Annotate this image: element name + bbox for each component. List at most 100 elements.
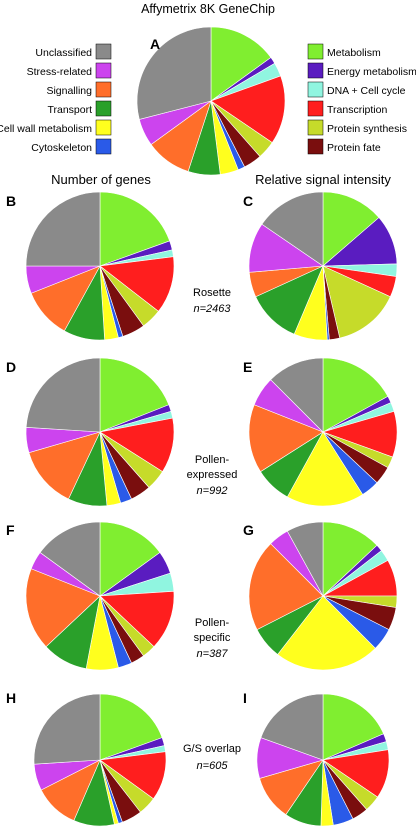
legend-label: Transport: [47, 104, 92, 116]
row-label-name: G/S overlap: [183, 743, 241, 755]
pie-slice-unclassified: [33, 693, 101, 765]
legend-item: Protein synthesis: [307, 119, 407, 136]
row-label-n: n=2463: [193, 303, 231, 315]
pie-slice-unclassified: [25, 191, 101, 267]
legend-item: DNA + Cell cycle: [307, 81, 406, 98]
pie-panel-e: E: [243, 357, 398, 507]
pie-slice-metabolism: [322, 521, 378, 597]
legend-swatch: [307, 100, 324, 117]
panel-label: A: [150, 36, 160, 52]
row-label-n: n=387: [197, 648, 229, 660]
pie-slice-signalling: [248, 404, 324, 473]
legend-item: Signalling: [46, 81, 112, 98]
legend-item: Energy metabolism: [307, 62, 416, 79]
pie-slice-metabolism: [322, 357, 389, 433]
column-header-right: Relative signal intensity: [255, 172, 391, 187]
pie-slice-unclassified: [286, 521, 324, 597]
legend-label: Cell wall metabolism: [0, 123, 92, 135]
row-label-n: n=992: [197, 485, 228, 497]
legend-item: Protein fate: [307, 138, 381, 155]
pie-slice-metabolism: [322, 693, 384, 761]
row-label-n: n=605: [197, 760, 229, 772]
pie-panels: A B C D E F G H I: [6, 26, 398, 827]
panel-label: E: [243, 359, 252, 375]
pie-slice-unclassified: [260, 693, 324, 761]
legend-label: Protein fate: [327, 142, 381, 154]
panel-label: F: [6, 522, 15, 538]
pie-panel-a: A: [136, 26, 286, 176]
pie-slice-protein-synthesis: [322, 265, 391, 339]
panel-label: C: [243, 193, 253, 209]
row-label-name: Rosette: [193, 287, 231, 299]
panel-label: B: [6, 193, 16, 209]
legend-label: Unclassified: [35, 47, 92, 59]
panel-label: D: [6, 359, 16, 375]
pie-panel-d: D: [6, 357, 175, 507]
row-label-pollen-expressed: Pollen- expressed n=992: [187, 454, 238, 497]
row-label-name-line2: expressed: [187, 469, 238, 481]
pie-slice-metabolism: [210, 26, 272, 102]
legend-item: Unclassified: [35, 43, 112, 60]
row-label-name-line2: specific: [194, 632, 231, 644]
legend-swatch: [95, 138, 112, 155]
pie-slice-metabolism: [322, 191, 380, 267]
legend-swatch: [307, 62, 324, 79]
pie-slice-metabolism: [99, 693, 163, 761]
pie-slice-metabolism: [99, 191, 171, 267]
legend-item: Cytoskeleton: [31, 138, 112, 155]
row-label-rosette: Rosette n=2463: [193, 287, 231, 315]
panel-label: H: [6, 690, 16, 706]
legend-label: Transcription: [327, 104, 387, 116]
legend-swatch: [95, 43, 112, 60]
legend-label: DNA + Cell cycle: [327, 85, 406, 97]
pie-slice-signalling: [248, 543, 324, 631]
row-label-name-line1: Pollen-: [195, 454, 230, 466]
row-label-pollen-specific: Pollen- specific n=387: [194, 617, 231, 660]
pie-slice-cell-wall-metabolism: [286, 431, 364, 507]
pie-slice-unclassified: [136, 26, 212, 120]
pie-slice-unclassified: [270, 357, 324, 433]
pie-slice-cell-wall-metabolism: [277, 595, 376, 671]
column-header-left: Number of genes: [51, 172, 151, 187]
pie-panel-b: B: [6, 191, 175, 341]
pie-panel-h: H: [6, 690, 167, 827]
legend-swatch: [95, 81, 112, 98]
legend-swatch: [307, 43, 324, 60]
pie-slice-metabolism: [99, 521, 161, 597]
row-label-name-line1: Pollen-: [195, 617, 230, 629]
legend-label: Energy metabolism: [327, 66, 416, 78]
legend-swatch: [95, 100, 112, 117]
legend-item: Transcription: [307, 100, 387, 117]
pie-slice-signalling: [25, 568, 101, 648]
pie-panel-c: C: [243, 191, 398, 341]
panel-label: G: [243, 522, 254, 538]
legend-label: Stress-related: [27, 66, 93, 78]
panel-label: I: [243, 690, 247, 706]
legend-item: Transport: [47, 100, 112, 117]
legend-label: Cytoskeleton: [31, 142, 92, 154]
legend-swatch: [307, 119, 324, 136]
legend-item: Metabolism: [307, 43, 381, 60]
legend-swatch: [307, 138, 324, 155]
pie-panel-g: G: [243, 521, 398, 671]
legend-item: Cell wall metabolism: [0, 119, 112, 136]
pie-panel-f: F: [6, 521, 175, 671]
pie-slice-signalling: [28, 431, 101, 500]
legend-label: Metabolism: [327, 47, 381, 59]
pie-slice-unclassified: [261, 191, 324, 267]
pie-slice-transcription: [210, 75, 286, 144]
pie-slice-metabolism: [99, 357, 170, 433]
figure-title: Affymetrix 8K GeneChip: [141, 2, 275, 16]
pie-panel-i: I: [243, 690, 390, 827]
legend-label: Protein synthesis: [327, 123, 407, 135]
row-label-gs-overlap: G/S overlap n=605: [183, 743, 241, 772]
legend-swatch: [307, 81, 324, 98]
pie-slice-transcription: [99, 256, 175, 312]
pie-slice-unclassified: [39, 521, 101, 597]
legend-label: Signalling: [46, 85, 92, 97]
legend-swatch: [95, 62, 112, 79]
legend: Unclassified Stress-related Signalling Tran…: [0, 43, 416, 155]
pie-slice-transcription: [99, 591, 175, 648]
legend-swatch: [95, 119, 112, 136]
